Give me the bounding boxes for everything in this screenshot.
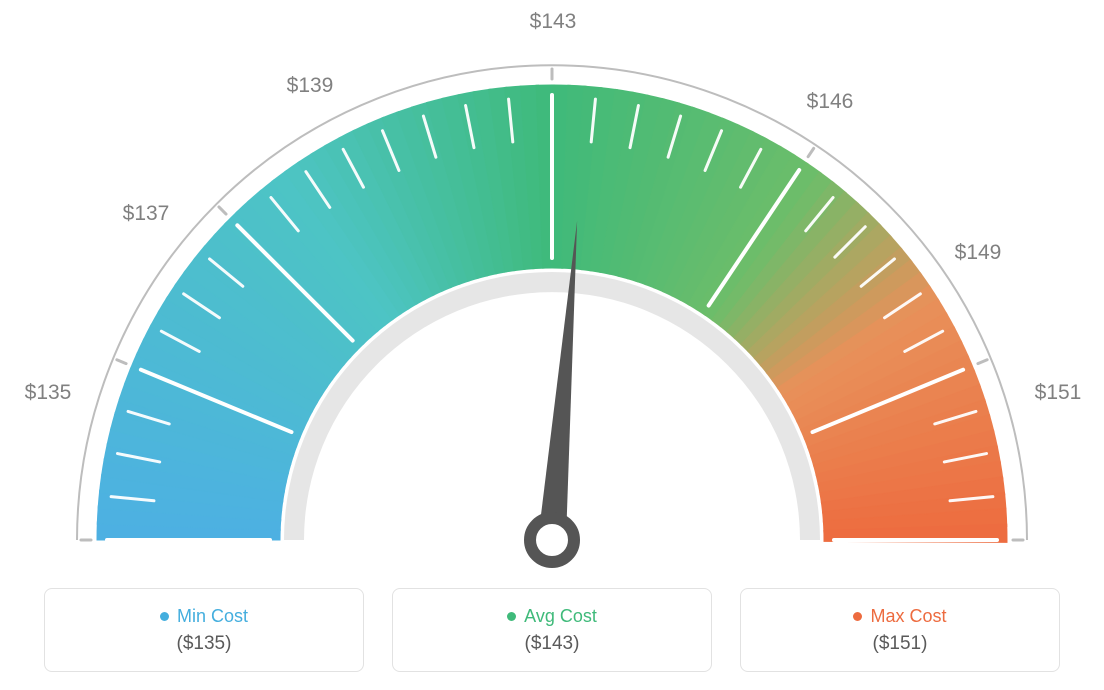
legend-card-avg: Avg Cost ($143) — [392, 588, 712, 672]
dot-icon — [853, 612, 862, 621]
legend-avg-value: ($143) — [525, 633, 580, 655]
legend-max-top: Max Cost — [853, 606, 946, 627]
legend-row: Min Cost ($135) Avg Cost ($143) Max Cost… — [0, 588, 1104, 672]
legend-min-label: Min Cost — [177, 606, 248, 627]
gauge-tick-label: $149 — [955, 241, 1002, 265]
legend-avg-top: Avg Cost — [507, 606, 597, 627]
gauge-tick-label: $143 — [530, 10, 577, 34]
dot-icon — [160, 612, 169, 621]
legend-card-min: Min Cost ($135) — [44, 588, 364, 672]
gauge-tick-label: $135 — [25, 381, 72, 405]
legend-max-value: ($151) — [873, 633, 928, 655]
gauge-tick-label: $139 — [287, 74, 334, 98]
gauge-chart: $135 $137 $139 $143 $146 $149 $151 — [0, 0, 1104, 570]
legend-card-max: Max Cost ($151) — [740, 588, 1060, 672]
gauge-svg — [0, 0, 1104, 570]
gauge-tick-label: $146 — [807, 90, 854, 114]
legend-min-value: ($135) — [177, 633, 232, 655]
legend-max-label: Max Cost — [870, 606, 946, 627]
gauge-tick-label: $151 — [1035, 381, 1082, 405]
dot-icon — [507, 612, 516, 621]
legend-min-top: Min Cost — [160, 606, 248, 627]
gauge-tick-label: $137 — [123, 202, 170, 226]
legend-avg-label: Avg Cost — [524, 606, 597, 627]
